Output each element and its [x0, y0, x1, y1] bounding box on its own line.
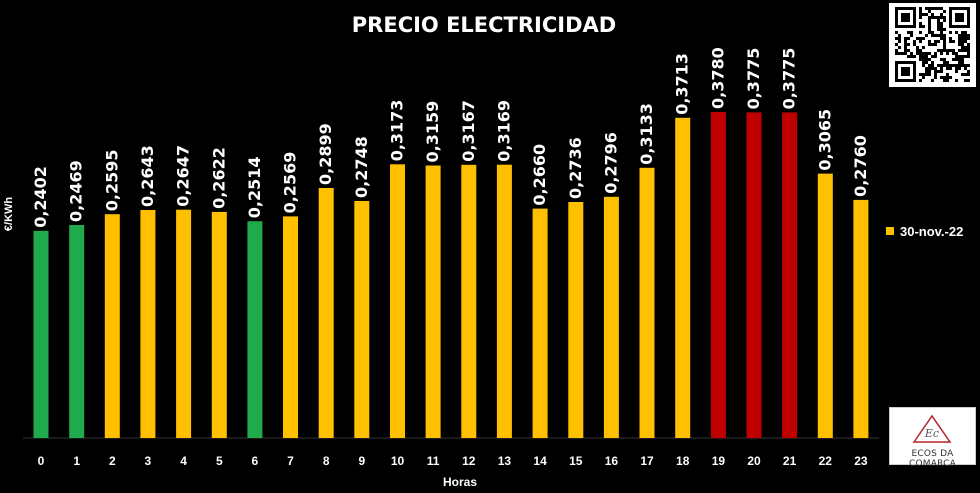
brand-logo: Ec ECOS DA COMARCA	[889, 407, 976, 469]
x-tick-label: 13	[498, 454, 512, 468]
bar-hour-3	[140, 210, 156, 438]
x-tick-label: 20	[747, 454, 761, 468]
x-tick-label: 10	[391, 454, 405, 468]
qr-code-image	[889, 3, 976, 87]
logo-mark-text: Ec	[924, 427, 939, 440]
bar-hour-11	[425, 165, 441, 438]
bar-value-label: 0,2796	[601, 132, 620, 194]
x-tick-label: 16	[605, 454, 619, 468]
bar-hour-1	[69, 225, 85, 438]
x-tick-label: 7	[287, 454, 294, 468]
x-axis-label: Horas	[443, 475, 477, 489]
x-tick-label: 12	[462, 454, 476, 468]
bar-value-label: 0,2748	[352, 136, 371, 198]
bar-hour-22	[817, 173, 833, 438]
bar-hour-16	[603, 196, 619, 438]
bar-value-label: 0,2514	[245, 156, 264, 218]
bar-hour-5	[211, 211, 227, 438]
bar-value-label: 0,2622	[209, 147, 228, 209]
bar-hour-4	[176, 209, 192, 438]
bar-value-label: 0,3775	[780, 48, 799, 110]
bar-hour-18	[675, 117, 691, 439]
bar-value-label: 0,2647	[174, 145, 193, 207]
bar-value-label: 0,3780	[708, 47, 727, 109]
x-tick-label: 8	[323, 454, 330, 468]
bar-hour-13	[496, 164, 512, 438]
bar-hour-15	[568, 202, 584, 438]
y-axis-label: €/KWh	[3, 197, 15, 232]
x-tick-label: 5	[216, 454, 223, 468]
bar-hour-0	[33, 230, 49, 438]
bar-value-label: 0,2595	[102, 149, 121, 211]
bar-value-label: 0,3173	[388, 100, 407, 162]
bar-hour-7	[283, 216, 298, 438]
x-tick-label: 19	[712, 454, 726, 468]
legend: 30-nov.-22	[886, 224, 963, 239]
bar-hour-9	[354, 201, 370, 438]
bar-hour-2	[104, 214, 120, 438]
x-tick-label: 21	[783, 454, 797, 468]
x-tick-label: 22	[819, 454, 833, 468]
legend-label: 30-nov.-22	[900, 224, 963, 239]
bar-value-label: 0,3065	[815, 109, 834, 171]
bar-hour-17	[639, 167, 655, 439]
x-tick-label: 18	[676, 454, 690, 468]
bar-hour-8	[318, 188, 334, 438]
x-tick-label: 0	[38, 454, 45, 468]
x-tick-label: 2	[109, 454, 116, 468]
x-tick-label: 1	[73, 454, 80, 468]
bar-value-label: 0,3775	[744, 48, 763, 110]
bar-hour-23	[853, 199, 869, 438]
bar-value-label: 0,2469	[67, 160, 86, 222]
logo-text: ECOS DA COMARCA	[909, 449, 956, 469]
logo-mark-icon: Ec	[912, 414, 952, 443]
bar-value-label: 0,2899	[316, 123, 335, 185]
chart-title: PRECIO ELECTRICIDAD	[352, 13, 616, 37]
bar-hour-20	[746, 112, 762, 439]
bar-value-label: 0,2402	[31, 166, 50, 228]
bar-value-label: 0,2643	[138, 145, 157, 207]
bar-hour-10	[390, 164, 405, 439]
bar-value-label: 0,3159	[423, 101, 442, 163]
bars-layer: 0,2402 0 0,2469 1 0,2595 2 0,2643 3 0,2647 4 0,262…	[31, 47, 870, 468]
x-tick-label: 6	[252, 454, 259, 468]
x-tick-label: 9	[358, 454, 365, 468]
bar-value-label: 0,2760	[851, 135, 870, 197]
x-tick-label: 15	[569, 454, 583, 468]
bar-hour-21	[782, 112, 798, 439]
bar-hour-12	[461, 164, 477, 439]
x-tick-label: 3	[145, 454, 152, 468]
x-tick-label: 11	[427, 454, 440, 468]
bar-hour-14	[532, 208, 548, 438]
x-tick-label: 4	[180, 454, 187, 468]
legend-swatch	[886, 227, 894, 235]
bar-value-label: 0,3169	[494, 100, 513, 162]
bar-value-label: 0,2660	[530, 144, 549, 206]
bar-hour-6	[247, 221, 263, 438]
bar-value-label: 0,2736	[566, 137, 585, 199]
bar-value-label: 0,3133	[637, 103, 656, 165]
x-tick-label: 23	[854, 454, 868, 468]
qr-code-pattern	[895, 7, 970, 82]
bar-value-label: 0,3167	[459, 100, 478, 162]
x-tick-label: 14	[533, 454, 547, 468]
bar-hour-19	[710, 112, 726, 438]
bar-value-label: 0,3713	[673, 53, 692, 115]
x-tick-label: 17	[640, 454, 654, 468]
bar-value-label: 0,2569	[281, 152, 300, 214]
